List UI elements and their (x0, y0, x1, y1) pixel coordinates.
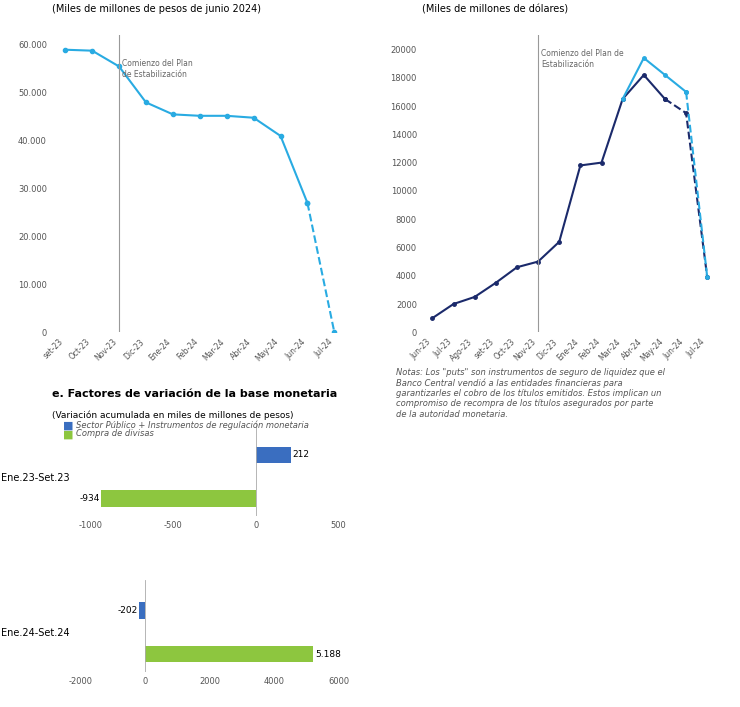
Bar (138, 602, 145, 619)
Text: (Miles de millones de pesos de junio 2024): (Miles de millones de pesos de junio 202… (52, 4, 260, 14)
Text: 212: 212 (293, 450, 309, 460)
Text: Comienzo del Plan
de Estabilización: Comienzo del Plan de Estabilización (122, 59, 193, 78)
Text: Comienzo del Plan de
Estabilización: Comienzo del Plan de Estabilización (541, 49, 624, 69)
Text: Compra de divisas: Compra de divisas (76, 429, 154, 438)
Text: -934: -934 (79, 494, 100, 503)
Text: Notas: Los "puts" son instrumentos de seguro de liquidez que el
Banco Central ve: Notas: Los "puts" son instrumentos de se… (396, 368, 665, 419)
Text: ■: ■ (63, 429, 73, 439)
Text: (Variación acumulada en miles de millones de pesos): (Variación acumulada en miles de millone… (52, 410, 293, 419)
Text: e. Factores de variación de la base monetaria: e. Factores de variación de la base mone… (52, 390, 337, 399)
Bar (145, 645, 313, 662)
Text: -202: -202 (118, 606, 138, 615)
Bar (101, 490, 256, 507)
Text: Sector Público + Instrumentos de regulación monetaria: Sector Público + Instrumentos de regulac… (76, 421, 309, 430)
Text: (Miles de millones de dólares): (Miles de millones de dólares) (422, 4, 568, 14)
Text: ■: ■ (63, 421, 73, 431)
Bar (256, 447, 291, 463)
Text: 5.188: 5.188 (315, 650, 341, 659)
